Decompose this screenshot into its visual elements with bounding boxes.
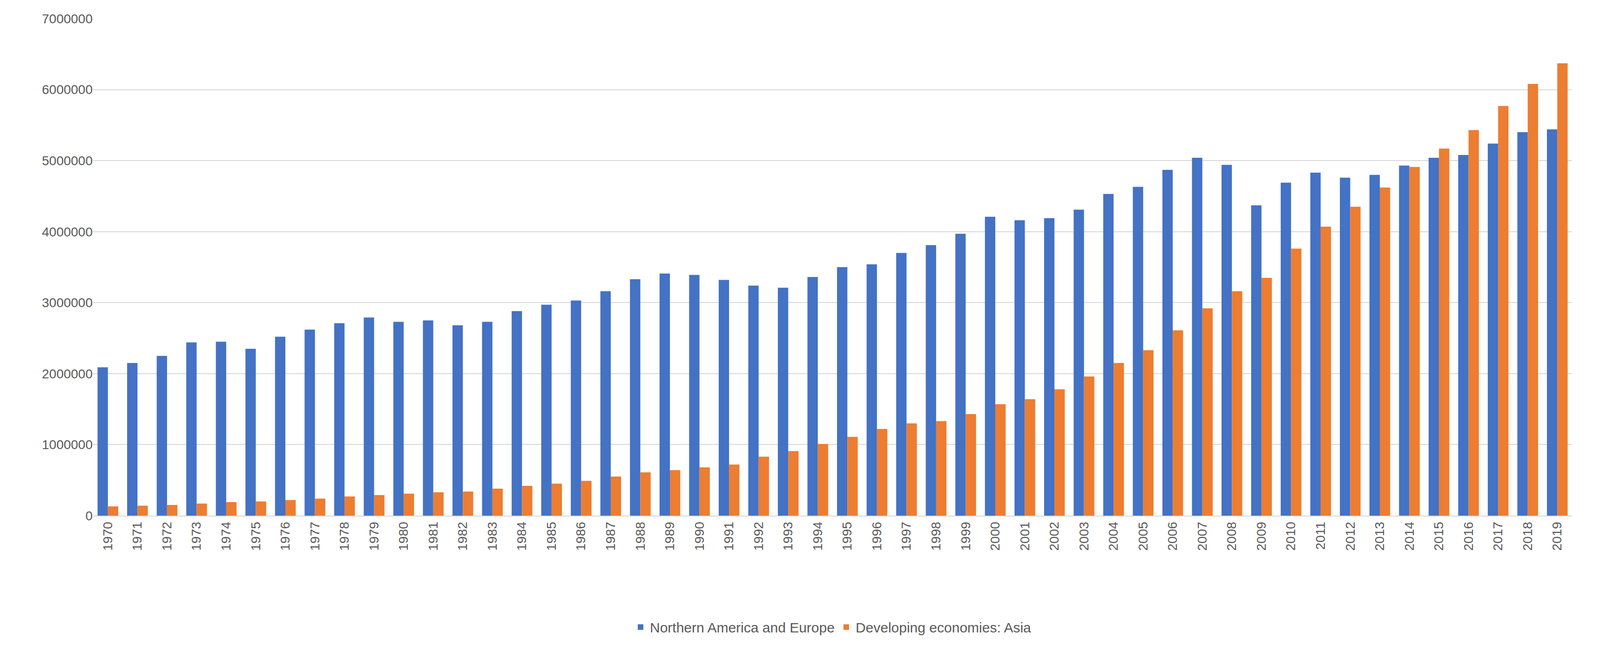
svg-text:1999: 1999 [958,521,973,551]
svg-text:Developing economies: Asia: Developing economies: Asia [855,620,1032,636]
svg-text:2014: 2014 [1402,521,1417,551]
svg-text:1986: 1986 [573,521,589,551]
svg-text:1997: 1997 [898,521,914,551]
svg-text:1990: 1990 [692,521,707,551]
svg-text:2013: 2013 [1372,521,1387,551]
svg-text:1975: 1975 [248,521,264,551]
svg-text:1972: 1972 [159,521,175,551]
svg-text:1984: 1984 [514,521,529,551]
svg-text:2009: 2009 [1254,521,1269,551]
svg-text:1000000: 1000000 [41,437,93,453]
svg-text:2018: 2018 [1520,521,1535,551]
svg-text:1977: 1977 [307,521,323,551]
svg-text:1971: 1971 [129,521,145,551]
svg-text:1991: 1991 [721,521,736,551]
svg-text:2002: 2002 [1046,521,1062,551]
svg-text:4000000: 4000000 [41,224,93,240]
svg-text:2004: 2004 [1106,521,1121,551]
svg-text:2017: 2017 [1490,521,1506,551]
svg-text:2010: 2010 [1283,521,1298,551]
svg-text:2019: 2019 [1549,521,1565,551]
svg-text:1976: 1976 [277,521,293,551]
svg-text:1995: 1995 [839,521,855,551]
svg-text:6000000: 6000000 [41,82,93,97]
svg-text:1980: 1980 [396,521,411,551]
svg-text:2005: 2005 [1135,521,1151,551]
svg-text:2008: 2008 [1224,521,1239,551]
svg-text:2003: 2003 [1076,521,1092,551]
svg-text:2016: 2016 [1461,521,1476,551]
svg-text:2012: 2012 [1343,521,1358,551]
svg-text:1982: 1982 [455,521,470,551]
svg-text:5000000: 5000000 [41,153,93,169]
svg-text:2000: 2000 [987,521,1003,551]
svg-text:1996: 1996 [869,521,885,551]
svg-text:0: 0 [85,508,93,524]
svg-text:2006: 2006 [1165,521,1180,551]
svg-text:1974: 1974 [218,521,234,551]
svg-text:1970: 1970 [100,521,115,551]
svg-text:1994: 1994 [810,521,825,551]
svg-text:Northern America and Europe: Northern America and Europe [649,620,835,636]
svg-text:1987: 1987 [603,521,618,551]
svg-text:2015: 2015 [1431,521,1446,551]
svg-text:1983: 1983 [485,521,500,551]
svg-text:1998: 1998 [928,521,944,551]
svg-text:1978: 1978 [337,521,352,551]
svg-text:1973: 1973 [189,521,204,551]
svg-text:1988: 1988 [633,521,648,551]
svg-text:1992: 1992 [751,521,766,551]
svg-text:1989: 1989 [662,521,677,551]
svg-text:1979: 1979 [366,521,382,551]
svg-text:3000000: 3000000 [41,295,93,311]
svg-text:1981: 1981 [425,521,441,551]
svg-text:2007: 2007 [1194,521,1210,551]
svg-text:2001: 2001 [1017,521,1033,551]
svg-text:2011: 2011 [1313,521,1328,550]
svg-text:1993: 1993 [780,521,796,551]
svg-text:7000000: 7000000 [41,11,93,27]
svg-text:2000000: 2000000 [41,366,93,382]
svg-text:1985: 1985 [544,521,559,551]
